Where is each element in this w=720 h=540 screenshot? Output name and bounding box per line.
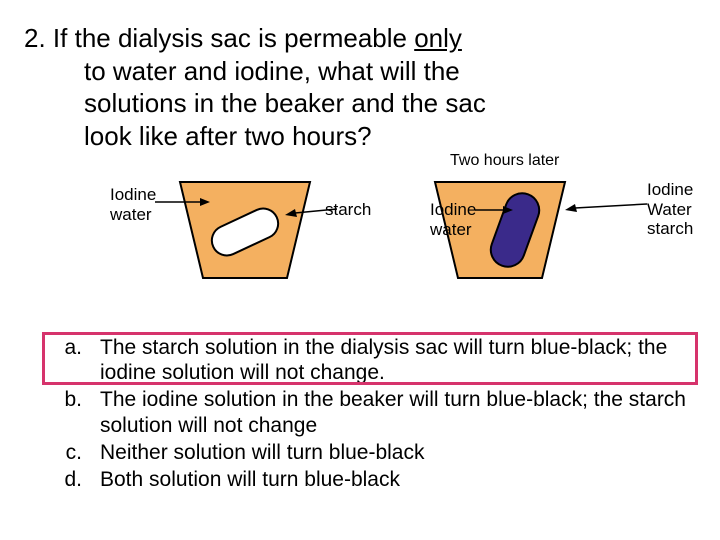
label-text: starch	[647, 219, 693, 238]
question-text: 2. If the dialysis sac is permeable only…	[24, 22, 700, 152]
label-iodine-water-starch: Iodine Water starch	[647, 180, 693, 239]
question-underline: only	[414, 23, 462, 53]
answer-b: b. The iodine solution in the beaker wil…	[50, 387, 700, 437]
arrow4-icon	[565, 198, 650, 218]
answer-text: Both solution will turn blue-black	[100, 467, 700, 492]
label-text: Iodine	[110, 185, 156, 204]
two-hours-label: Two hours later	[450, 152, 559, 170]
arrow3-icon	[475, 202, 515, 222]
question-number: 2.	[24, 23, 46, 53]
answer-c: c. Neither solution will turn blue-black	[50, 440, 700, 465]
arrow1-icon	[155, 194, 215, 214]
answer-list: a. The starch solution in the dialysis s…	[50, 335, 700, 494]
answer-d: d. Both solution will turn blue-black	[50, 467, 700, 492]
label-text: Iodine	[647, 180, 693, 199]
label-text: water	[430, 220, 472, 239]
question-block: 2. If the dialysis sac is permeable only…	[24, 22, 700, 152]
label-text: Iodine	[430, 200, 476, 219]
answer-letter: a.	[50, 335, 100, 385]
answer-text: The starch solution in the dialysis sac …	[100, 335, 700, 385]
label-iodine-water-1: Iodine water	[110, 185, 156, 224]
label-text: Water	[647, 200, 692, 219]
answer-letter: c.	[50, 440, 100, 465]
label-text: water	[110, 205, 152, 224]
label-iodine-water-2: Iodine water	[430, 200, 476, 239]
question-line2: to water and iodine, what will the	[24, 55, 700, 88]
answer-letter: b.	[50, 387, 100, 437]
question-line3: solutions in the beaker and the sac	[24, 87, 700, 120]
answer-text: The iodine solution in the beaker will t…	[100, 387, 700, 437]
label-starch: starch	[325, 200, 371, 220]
answer-text: Neither solution will turn blue-black	[100, 440, 700, 465]
question-line1a: If the dialysis sac is permeable	[53, 23, 414, 53]
answer-a: a. The starch solution in the dialysis s…	[50, 335, 700, 385]
question-line4: look like after two hours?	[24, 120, 700, 153]
answer-letter: d.	[50, 467, 100, 492]
